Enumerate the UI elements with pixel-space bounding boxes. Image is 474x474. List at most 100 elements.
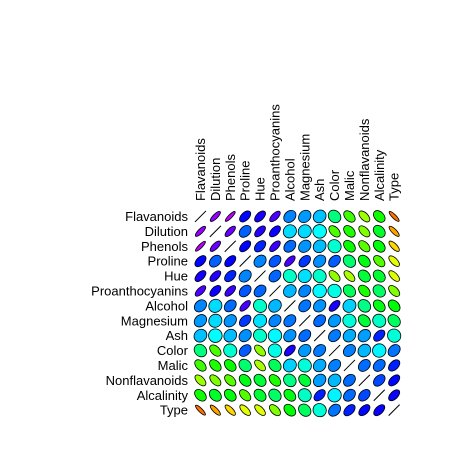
cell-ash-nonflavanoids [357, 329, 371, 343]
cell-magnesium-alcalinity [372, 313, 387, 328]
cell-hue-magnesium [297, 269, 312, 284]
cell-type-dilution [209, 404, 221, 416]
cell-magnesium-hue [253, 313, 268, 328]
cell-proline-alcohol [284, 255, 296, 267]
cell-color-phenols [223, 343, 238, 358]
cell-alcohol-malic [342, 298, 357, 313]
cell-flavanoids-magnesium [298, 209, 312, 224]
row-label-magnesium: Magnesium [121, 313, 188, 328]
cell-alcohol-phenols [223, 299, 237, 313]
cell-dilution-hue [254, 225, 266, 238]
cell-alcalinity-proline [239, 389, 252, 402]
cell-malic-dilution [209, 359, 222, 372]
column-label-proanthocyanins: Proanthocyanins [267, 104, 282, 201]
cell-color-ash [313, 344, 327, 358]
row-label-nonflavanoids: Nonflavanoids [106, 373, 189, 388]
cell-alcohol-proline [239, 300, 251, 312]
cell-alcalinity-ash [313, 389, 326, 402]
cell-malic-proanthocyanins [268, 358, 282, 373]
cell-proanthocyanins-nonflavanoids [358, 284, 371, 298]
cell-proanthocyanins-hue [253, 284, 267, 298]
diagonal-cell-magnesium [298, 314, 311, 327]
diagonal-cell-flavanoids [194, 210, 207, 223]
cell-hue-dilution [209, 270, 222, 282]
cell-type-nonflavanoids [358, 404, 371, 417]
cell-phenols-alcalinity [372, 239, 386, 253]
cell-ash-hue [253, 328, 268, 343]
cell-type-alcohol [283, 403, 297, 417]
cell-malic-type [388, 359, 401, 372]
cell-type-ash [312, 403, 327, 418]
cell-alcohol-color [328, 299, 341, 312]
cell-malic-nonflavanoids [357, 359, 371, 372]
cell-ash-alcalinity [373, 329, 386, 342]
cell-nonflavanoids-alcohol [283, 373, 297, 388]
cell-color-nonflavanoids [357, 343, 372, 358]
cell-alcohol-magnesium [298, 299, 312, 313]
cell-proanthocyanins-color [327, 283, 342, 299]
cell-dilution-malic [343, 225, 356, 238]
column-label-dilution: Dilution [208, 158, 223, 201]
row-label-malic: Malic [158, 358, 189, 373]
row-labels: FlavanoidsDilutionPhenolsProlineHueProan… [91, 209, 189, 418]
cell-magnesium-ash [313, 314, 327, 328]
cell-ash-type [387, 328, 402, 343]
cell-alcohol-alcalinity [372, 299, 386, 313]
cell-alcalinity-dilution [208, 388, 222, 402]
cell-proline-nonflavanoids [358, 254, 371, 268]
cell-proanthocyanins-ash [312, 283, 327, 299]
cell-ash-malic [342, 328, 357, 343]
cell-magnesium-alcohol [283, 314, 297, 328]
diagonal-cell-type [388, 404, 401, 417]
cell-malic-color [328, 358, 342, 372]
cell-phenols-ash [312, 239, 327, 254]
cell-nonflavanoids-color [327, 373, 342, 388]
diagonal-cell-proline [239, 255, 252, 268]
diagonal-cell-ash [313, 329, 326, 342]
cell-alcalinity-proanthocyanins [268, 388, 282, 402]
row-label-dilution: Dilution [145, 224, 188, 239]
cell-malic-proline [238, 358, 252, 373]
cell-phenols-hue [253, 240, 267, 253]
cell-proline-alcalinity [373, 255, 386, 268]
cell-alcalinity-alcohol [283, 388, 297, 402]
cell-phenols-alcohol [283, 239, 297, 253]
cell-alcalinity-nonflavanoids [358, 389, 371, 402]
cell-nonflavanoids-dilution [209, 374, 222, 387]
cell-proanthocyanins-phenols [224, 285, 237, 297]
row-label-phenols: Phenols [141, 239, 188, 254]
cell-nonflavanoids-type [388, 374, 401, 387]
cell-hue-type [388, 270, 400, 282]
cell-nonflavanoids-malic [343, 373, 356, 387]
cell-type-alcalinity [373, 404, 386, 417]
cell-magnesium-dilution [208, 313, 223, 328]
cell-ash-proline [238, 329, 252, 343]
cell-hue-malic [343, 270, 356, 282]
cell-nonflavanoids-alcalinity [373, 374, 386, 387]
cell-alcohol-ash [313, 299, 327, 313]
cell-alcalinity-malic [343, 388, 356, 402]
cell-malic-alcalinity [372, 359, 386, 372]
correlation-cells [193, 209, 402, 418]
cell-dilution-ash [312, 224, 327, 239]
cell-proanthocyanins-dilution [209, 285, 222, 297]
cell-dilution-flavanoids [194, 225, 206, 237]
cell-nonflavanoids-proanthocyanins [268, 374, 282, 387]
diagonal-cell-hue [254, 270, 266, 282]
cell-color-dilution [209, 344, 222, 357]
column-label-proline: Proline [238, 161, 253, 201]
cell-dilution-magnesium [297, 224, 312, 239]
row-label-hue: Hue [164, 269, 188, 284]
cell-proline-magnesium [298, 254, 311, 268]
cell-type-proanthocyanins [268, 404, 281, 417]
cell-proanthocyanins-malic [342, 284, 357, 298]
cell-alcalinity-flavanoids [194, 388, 207, 402]
cell-nonflavanoids-hue [253, 373, 267, 387]
row-label-proline: Proline [148, 254, 188, 269]
diagonal-cell-nonflavanoids [358, 374, 371, 387]
column-label-alcohol: Alcohol [282, 158, 297, 201]
cell-ash-magnesium [298, 329, 312, 343]
cell-flavanoids-nonflavanoids [358, 210, 371, 223]
cell-malic-alcohol [282, 358, 297, 373]
